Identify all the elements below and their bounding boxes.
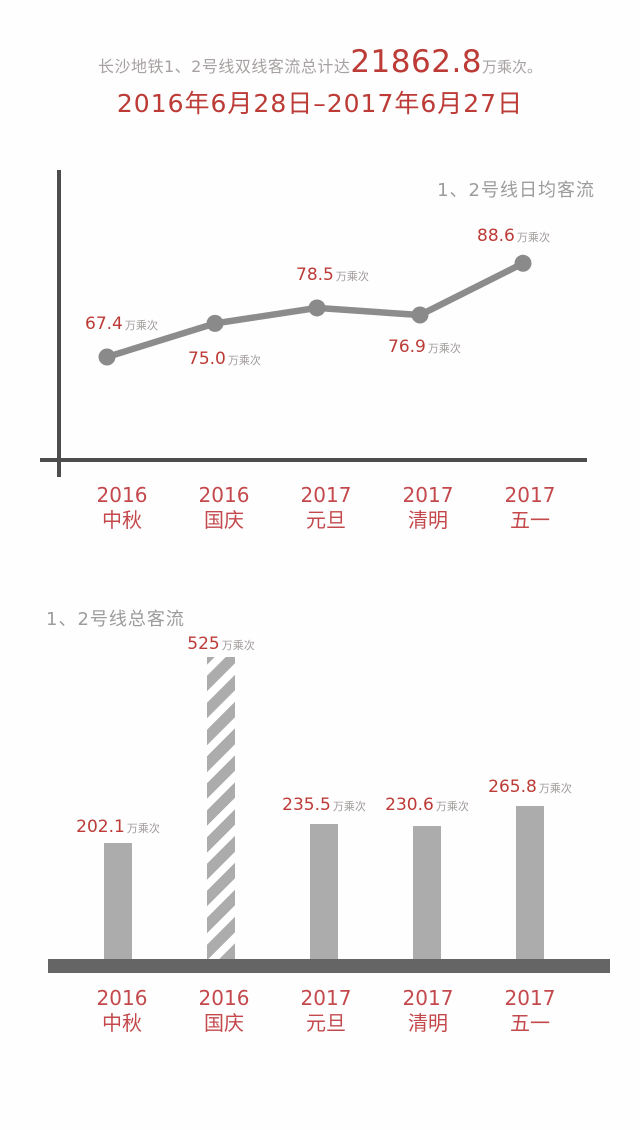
point-value: 75.0 — [188, 349, 226, 369]
point-unit: 万乘次 — [227, 354, 261, 367]
tick-year: 2017 — [402, 483, 454, 507]
bar-unit: 万乘次 — [221, 639, 255, 652]
point-unit: 万乘次 — [124, 319, 158, 332]
line-data-point — [308, 299, 326, 317]
bar-chart-title: 1、2号线总客流 — [46, 609, 185, 630]
tick-year: 2017 — [504, 483, 556, 507]
tick-year: 2017 — [300, 483, 352, 507]
tick-year: 2017 — [504, 986, 556, 1010]
tick-year: 2017 — [402, 986, 454, 1010]
tick-year: 2016 — [198, 483, 250, 507]
bar — [413, 826, 441, 959]
headline-total-number: 21862.8 — [350, 44, 483, 80]
tick-holiday: 清明 — [408, 508, 448, 532]
tick-holiday: 元旦 — [306, 1011, 346, 1035]
line-point-label: 67.4 万乘次 — [85, 314, 158, 334]
bar-value-label: 230.6 万乘次 — [352, 795, 502, 815]
bar-value-label: 235.5 万乘次 — [249, 795, 399, 815]
bar — [310, 824, 338, 959]
bar-value: 235.5 — [282, 795, 331, 815]
tick-holiday: 中秋 — [102, 508, 142, 532]
tick-year: 2016 — [96, 986, 148, 1010]
point-value: 78.5 — [296, 265, 334, 285]
bar-value: 202.1 — [76, 817, 125, 837]
x-tick: 2016 国庆 — [174, 986, 274, 1036]
line-point-label: 76.9 万乘次 — [388, 337, 461, 357]
tick-holiday: 国庆 — [204, 1011, 244, 1035]
point-unit: 万乘次 — [335, 270, 369, 283]
x-tick: 2017 清明 — [378, 986, 478, 1036]
bar-unit: 万乘次 — [126, 822, 160, 835]
x-tick: 2017 五一 — [480, 483, 580, 533]
x-tick: 2017 五一 — [480, 986, 580, 1036]
point-value: 76.9 — [388, 337, 426, 357]
point-value: 67.4 — [85, 314, 123, 334]
bar-unit: 万乘次 — [435, 800, 469, 813]
line-point-label: 75.0 万乘次 — [188, 349, 261, 369]
bar-highlighted — [207, 657, 235, 959]
line-data-point — [206, 314, 224, 332]
bar-value: 265.8 — [488, 777, 537, 797]
tick-holiday: 国庆 — [204, 508, 244, 532]
point-unit: 万乘次 — [427, 342, 461, 355]
line-point-label: 88.6 万乘次 — [477, 226, 550, 246]
bar — [104, 843, 132, 959]
tick-holiday: 五一 — [510, 508, 550, 532]
bar-unit: 万乘次 — [538, 782, 572, 795]
bar-value-label: 525 万乘次 — [146, 634, 296, 654]
line-data-point — [411, 306, 429, 324]
x-tick: 2017 元旦 — [276, 483, 376, 533]
line-chart-plot — [40, 170, 587, 477]
bar-value-label: 265.8 万乘次 — [455, 777, 605, 797]
headline-prefix: 长沙地铁1、2号线双线客流总计达 — [97, 57, 351, 76]
tick-year: 2016 — [96, 483, 148, 507]
point-value: 88.6 — [477, 226, 515, 246]
bar — [516, 806, 544, 959]
point-unit: 万乘次 — [516, 231, 550, 244]
x-tick: 2016 中秋 — [72, 483, 172, 533]
headline-unit-suffix: 万乘次。 — [482, 58, 543, 76]
bar-value: 525 — [187, 634, 220, 654]
tick-holiday: 清明 — [408, 1011, 448, 1035]
line-data-point — [98, 348, 116, 366]
tick-holiday: 中秋 — [102, 1011, 142, 1035]
line-point-label: 78.5 万乘次 — [296, 265, 369, 285]
bar-value-label: 202.1 万乘次 — [43, 817, 193, 837]
bar-unit: 万乘次 — [332, 800, 366, 813]
headline: 长沙地铁1、2号线双线客流总计达21862.8万乘次。 — [0, 44, 640, 80]
bar-value: 230.6 — [385, 795, 434, 815]
date-range: 2016年6月28日–2017年6月27日 — [116, 89, 524, 118]
x-tick: 2016 国庆 — [174, 483, 274, 533]
line-chart-title: 1、2号线日均客流 — [437, 180, 595, 201]
x-tick: 2017 清明 — [378, 483, 478, 533]
x-tick: 2016 中秋 — [72, 986, 172, 1036]
tick-holiday: 五一 — [510, 1011, 550, 1035]
x-tick: 2017 元旦 — [276, 986, 376, 1036]
tick-year: 2017 — [300, 986, 352, 1010]
tick-year: 2016 — [198, 986, 250, 1010]
line-data-point — [514, 254, 532, 272]
bar-chart-baseline — [48, 959, 610, 973]
tick-holiday: 元旦 — [306, 508, 346, 532]
